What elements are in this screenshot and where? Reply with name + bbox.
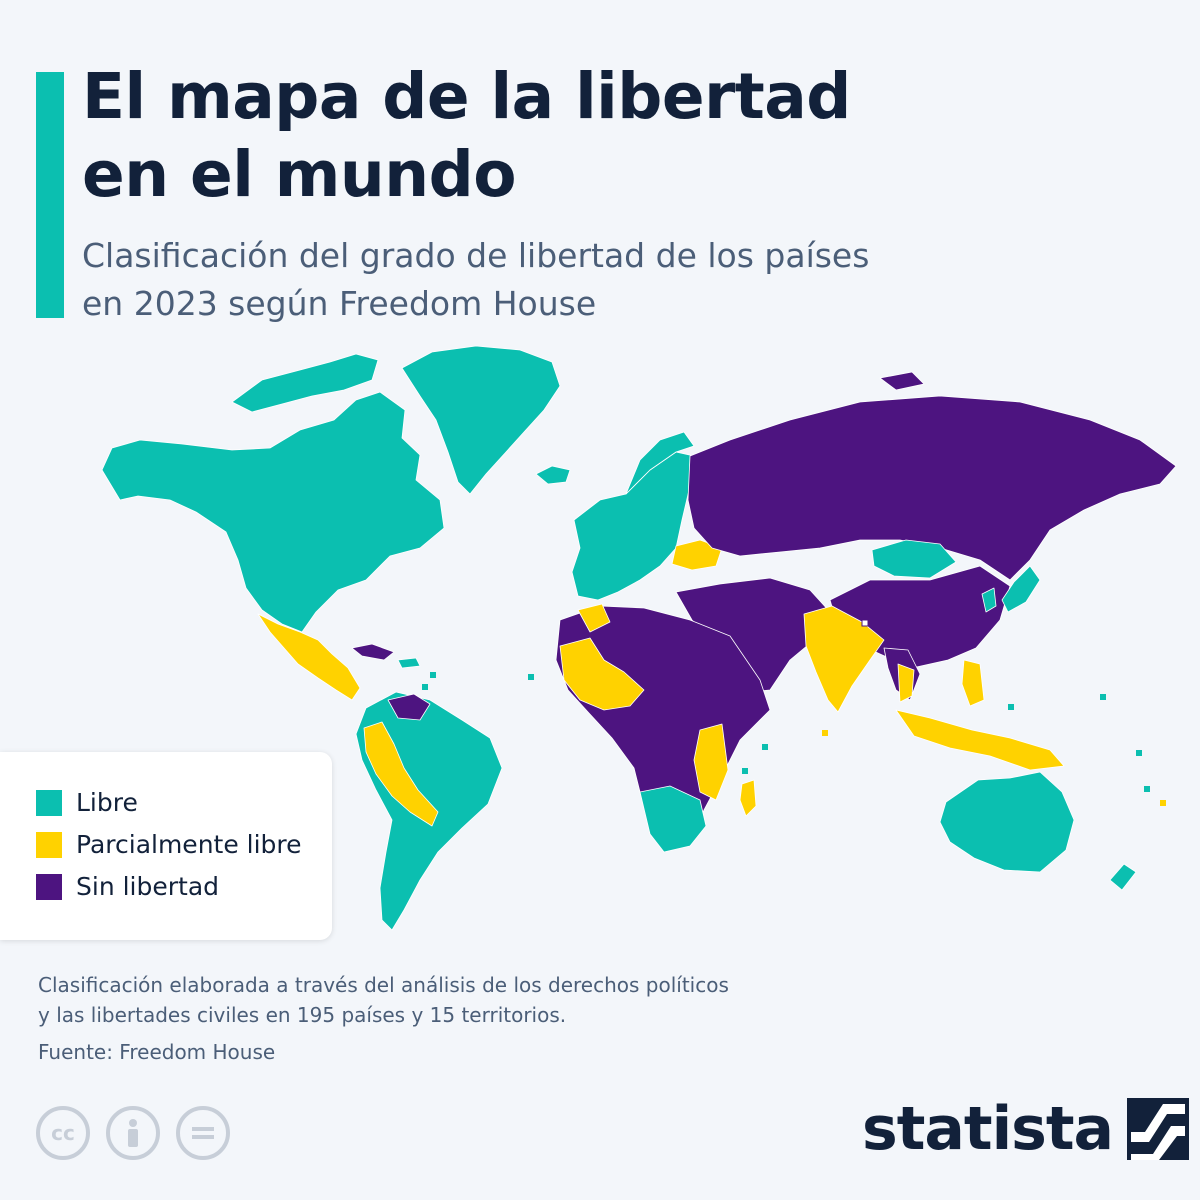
legend-swatch-free — [36, 789, 62, 816]
brand-name: statista — [862, 1094, 1114, 1164]
region-arctic-islands — [231, 353, 379, 413]
title-line-2: en el mundo — [82, 138, 517, 211]
page-title: El mapa de la libertad en el mundo — [82, 58, 1082, 214]
marker-island — [742, 768, 748, 774]
world-map — [101, 345, 1177, 931]
cc-icon[interactable]: cc — [36, 1106, 90, 1160]
legend-label-not-free: Sin libertad — [76, 872, 220, 901]
region-southern-africa — [639, 785, 707, 853]
note-line-1: Clasificación elaborada a través del aná… — [38, 973, 729, 997]
region-korea — [981, 587, 997, 613]
region-philippines — [961, 659, 985, 707]
region-madagascar — [739, 779, 757, 817]
note-line-2: y las libertades civiles en 195 países y… — [38, 1003, 567, 1027]
region-new-zealand — [1109, 863, 1137, 891]
source-text: Fuente: Freedom House — [38, 1040, 276, 1064]
page-subtitle: Clasificación del grado de libertad de l… — [82, 232, 1082, 328]
region-india — [803, 605, 885, 713]
marker-island — [1008, 704, 1014, 710]
region-thailand — [897, 663, 915, 703]
region-japan — [1001, 565, 1041, 613]
region-andes — [363, 721, 439, 827]
region-caribbean — [397, 657, 421, 669]
marker-island — [430, 672, 436, 678]
methodology-note: Clasificación elaborada a través del aná… — [38, 970, 858, 1030]
equals-icon[interactable] — [176, 1106, 230, 1160]
marker-island — [1136, 750, 1142, 756]
region-russia-islands — [879, 371, 925, 391]
region-australia — [939, 771, 1075, 873]
legend-item-free: Libre — [36, 788, 138, 817]
legend-swatch-partly-free — [36, 831, 62, 858]
marker-island — [762, 744, 768, 750]
region-venezuela — [387, 693, 431, 721]
statista-mark-icon — [1127, 1098, 1190, 1160]
legend-item-partly-free: Parcialmente libre — [36, 830, 302, 859]
region-maghreb — [577, 603, 611, 633]
region-cuba — [351, 643, 395, 661]
region-mexico — [257, 613, 361, 701]
region-russia — [687, 395, 1177, 581]
region-west-africa — [559, 637, 645, 711]
statista-logo[interactable]: statista — [862, 1094, 1190, 1164]
person-icon[interactable] — [106, 1106, 160, 1160]
subtitle-line-2: en 2023 según Freedom House — [82, 284, 597, 323]
region-maritime-sea — [895, 709, 1065, 771]
legend-swatch-not-free — [36, 873, 62, 900]
region-north-america — [101, 391, 445, 633]
region-iceland — [535, 465, 571, 485]
marker-island — [422, 684, 428, 690]
region-europe — [571, 451, 695, 601]
region-scandinavia — [625, 431, 695, 495]
region-east-africa — [693, 723, 729, 801]
accent-bar — [36, 72, 64, 318]
map-legend: Libre Parcialmente libre Sin libertad — [0, 752, 332, 940]
subtitle-line-1: Clasificación del grado de libertad de l… — [82, 236, 870, 275]
marker-island — [1160, 800, 1166, 806]
legend-label-partly-free: Parcialmente libre — [76, 830, 302, 859]
marker-island — [528, 674, 534, 680]
marker-island — [1144, 786, 1150, 792]
license-icons: cc — [36, 1106, 230, 1160]
legend-label-free: Libre — [76, 788, 138, 817]
title-line-1: El mapa de la libertad — [82, 60, 851, 133]
marker-island — [822, 730, 828, 736]
region-ukraine — [671, 539, 723, 571]
legend-item-not-free: Sin libertad — [36, 872, 219, 901]
marker-island — [1100, 694, 1106, 700]
marker-island — [861, 619, 869, 627]
region-mongolia — [871, 539, 957, 579]
region-greenland — [401, 345, 561, 495]
